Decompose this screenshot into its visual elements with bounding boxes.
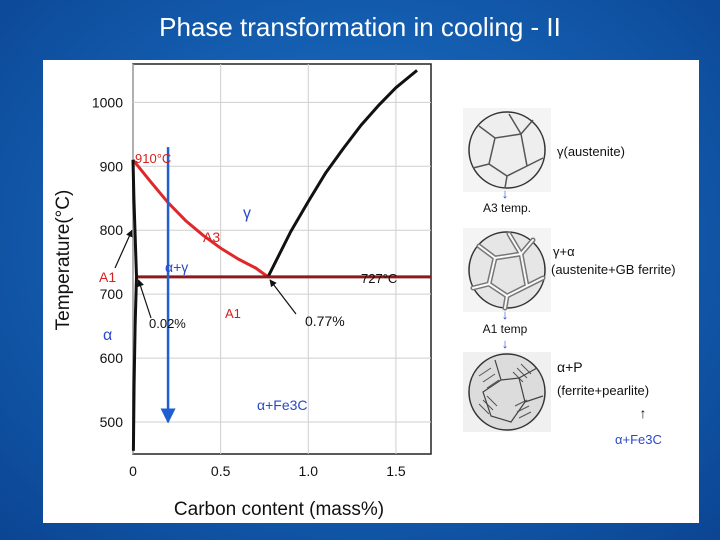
plot-area: 0 0.5 1.0 1.5 500 600 700 800 900 1000 xyxy=(92,63,432,479)
slide-title: Phase transformation in cooling - II xyxy=(159,12,561,42)
tick-labels: 0 0.5 1.0 1.5 500 600 700 800 900 1000 xyxy=(92,94,406,479)
annotation-910c: 910°C xyxy=(135,151,171,166)
x-tick-label: 0.5 xyxy=(211,463,231,479)
austenite-gb-ferrite-micrograph xyxy=(463,228,551,312)
x-tick-label: 1.5 xyxy=(386,463,406,479)
annotation-002-percent: 0.02% xyxy=(149,316,186,331)
stage3-label-line1: α+P xyxy=(557,359,583,375)
y-tick-label: 800 xyxy=(100,222,124,238)
annotation-a1-left: A1 xyxy=(99,269,116,285)
pointer-002-arrow xyxy=(137,279,152,319)
annotation-gamma: γ xyxy=(243,205,251,222)
y-tick-label: 500 xyxy=(100,414,124,430)
x-tick-label: 0 xyxy=(129,463,137,479)
annotation-a3: A3 xyxy=(203,229,220,245)
annotation-alpha-gamma: α+γ xyxy=(165,259,188,275)
ferrite-pearlite-micrograph xyxy=(463,352,551,432)
down-arrow-icon: ↓ xyxy=(502,186,509,201)
stage3-label-line2: (ferrite+pearlite) xyxy=(557,383,649,398)
annotation-077-percent: 0.77% xyxy=(305,313,345,329)
annotation-727c: 727°C xyxy=(361,271,397,286)
pointer-a1-left-arrow xyxy=(114,229,133,269)
down-arrow-icon: ↓ xyxy=(502,307,509,322)
microstructure-sequence: γ(austenite) ↓ A3 temp. γ+α (austenite+G… xyxy=(463,108,676,447)
figure-panel: 0 0.5 1.0 1.5 500 600 700 800 900 1000 Carbon con… xyxy=(43,60,699,523)
phase-line-acm xyxy=(266,69,418,278)
annotation-alpha-fe3c: α+Fe3C xyxy=(257,397,308,413)
phase-line-alpha-upper xyxy=(131,159,138,277)
x-tick-label: 1.0 xyxy=(299,463,319,479)
phase-line-a3 xyxy=(131,158,269,279)
phase-line-ferrite-solvus xyxy=(131,276,138,451)
annotation-a1-bottom: A1 xyxy=(225,306,241,321)
stage3-note: α+Fe3C xyxy=(615,432,662,447)
x-axis-label: Carbon content (mass%) xyxy=(174,499,384,520)
stage1-label: γ(austenite) xyxy=(557,144,625,159)
up-arrow-icon: ↑ xyxy=(640,405,647,421)
y-tick-label: 1000 xyxy=(92,94,123,110)
austenite-micrograph xyxy=(463,108,551,192)
annotation-arrows xyxy=(114,229,297,319)
phase-diagram-figure: 0 0.5 1.0 1.5 500 600 700 800 900 1000 Carbon con… xyxy=(53,63,676,520)
annotation-alpha: α xyxy=(103,327,112,344)
y-tick-label: 700 xyxy=(100,286,124,302)
plot-frame xyxy=(132,63,432,455)
pointer-077-arrow xyxy=(269,279,297,315)
step1-label: A3 temp. xyxy=(483,201,531,215)
y-axis-label: Temperature(°C) xyxy=(53,190,74,331)
stage2-label-line2: (austenite+GB ferrite) xyxy=(551,262,676,277)
y-tick-label: 600 xyxy=(100,350,124,366)
y-tick-label: 900 xyxy=(100,158,124,174)
stage2-label-line1: γ+α xyxy=(553,244,575,259)
phase-curves xyxy=(131,69,431,451)
step2-label: A1 temp xyxy=(483,322,528,336)
down-arrow-icon: ↓ xyxy=(502,336,509,351)
